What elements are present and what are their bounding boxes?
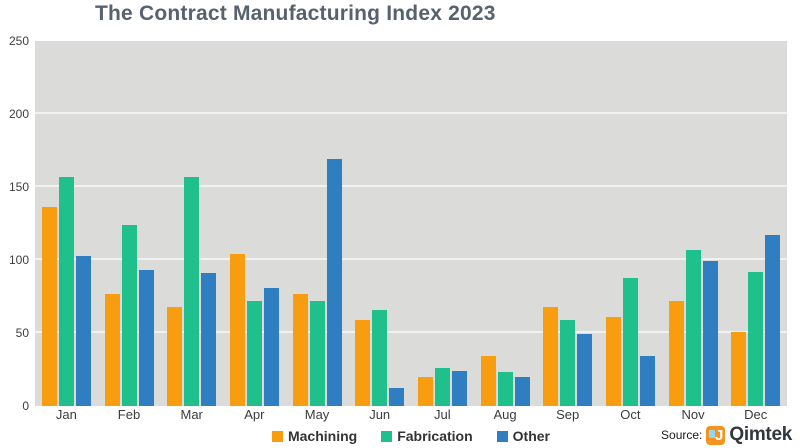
x-axis: Jan Feb Mar Apr May Jun Jul Aug Sep Oct Nov Dec bbox=[35, 407, 787, 422]
y-axis-label: 0 bbox=[22, 399, 29, 413]
bar-machining-feb bbox=[104, 293, 120, 406]
bar-group-jul bbox=[411, 41, 474, 406]
x-axis-label-jan: Jan bbox=[55, 407, 77, 422]
bar-fabrication-jul bbox=[434, 368, 450, 406]
x-axis-label-apr: Apr bbox=[244, 407, 265, 422]
bar-other-jun bbox=[389, 388, 405, 406]
x-axis-label-may: May bbox=[304, 407, 330, 422]
gridline bbox=[35, 258, 787, 260]
x-axis-label-mar: Mar bbox=[180, 407, 203, 422]
legend-label: Other bbox=[512, 428, 551, 444]
legend-item-fabrication: Fabrication bbox=[381, 428, 473, 444]
bar-fabrication-aug bbox=[497, 372, 513, 406]
bar-fabrication-oct bbox=[622, 277, 638, 406]
bar-machining-jun bbox=[355, 319, 371, 406]
qimtek-logo-icon: J bbox=[706, 425, 726, 445]
legend-item-machining: Machining bbox=[271, 428, 358, 444]
legend-swatch-icon bbox=[271, 430, 283, 442]
source-brand: Qimtek bbox=[729, 424, 792, 445]
logo-glyph: J bbox=[715, 426, 724, 444]
bar-machining-may bbox=[292, 293, 308, 406]
bar-machining-mar bbox=[167, 306, 183, 406]
bar-group-jun bbox=[348, 41, 411, 406]
bar-other-jul bbox=[451, 370, 467, 406]
source: Source: J Qimtek bbox=[661, 424, 792, 446]
bar-other-mar bbox=[201, 273, 217, 406]
bar-fabrication-mar bbox=[184, 176, 200, 406]
bar-fabrication-sep bbox=[560, 319, 576, 406]
bar-machining-sep bbox=[543, 306, 559, 406]
bar-groups bbox=[35, 41, 787, 406]
bar-fabrication-dec bbox=[748, 271, 764, 406]
x-axis-label-dec: Dec bbox=[744, 407, 768, 422]
legend-swatch-icon bbox=[496, 430, 508, 442]
bar-machining-dec bbox=[731, 331, 747, 406]
y-axis-label: 200 bbox=[8, 107, 29, 121]
bar-other-aug bbox=[514, 376, 530, 406]
bar-group-mar bbox=[160, 41, 223, 406]
gridline bbox=[35, 112, 787, 114]
x-axis-label-sep: Sep bbox=[556, 407, 580, 422]
bar-other-apr bbox=[263, 287, 279, 406]
bar-fabrication-feb bbox=[121, 224, 137, 406]
bar-machining-nov bbox=[668, 300, 684, 406]
bar-group-jan bbox=[35, 41, 98, 406]
bar-machining-jan bbox=[41, 207, 57, 406]
bar-fabrication-jun bbox=[372, 309, 388, 406]
bar-other-sep bbox=[577, 334, 593, 406]
y-axis-label: 250 bbox=[8, 34, 29, 48]
bar-group-aug bbox=[474, 41, 537, 406]
gridline bbox=[35, 185, 787, 187]
bar-machining-aug bbox=[480, 356, 496, 406]
bar-group-may bbox=[286, 41, 349, 406]
plot-area bbox=[35, 41, 787, 406]
legend: Machining Fabrication Other bbox=[35, 428, 787, 444]
bar-group-feb bbox=[98, 41, 161, 406]
bar-group-nov bbox=[662, 41, 725, 406]
source-label: Source: bbox=[661, 428, 703, 442]
bar-other-jan bbox=[75, 255, 91, 406]
x-axis-label-aug: Aug bbox=[493, 407, 517, 422]
x-axis-label-oct: Oct bbox=[620, 407, 641, 422]
chart-title: The Contract Manufacturing Index 2023 bbox=[95, 2, 496, 25]
bar-other-may bbox=[326, 159, 342, 406]
bar-fabrication-may bbox=[309, 300, 325, 406]
legend-swatch-icon bbox=[381, 430, 393, 442]
bar-other-oct bbox=[639, 356, 655, 406]
legend-label: Fabrication bbox=[397, 428, 473, 444]
x-axis-label-jun: Jun bbox=[369, 407, 391, 422]
gridline bbox=[35, 331, 787, 333]
y-axis-label: 50 bbox=[15, 326, 29, 340]
bar-machining-jul bbox=[417, 376, 433, 406]
bar-fabrication-nov bbox=[685, 249, 701, 406]
legend-label: Machining bbox=[287, 428, 358, 444]
bar-other-feb bbox=[138, 270, 154, 406]
bar-group-sep bbox=[536, 41, 599, 406]
logo-blue-accent bbox=[709, 429, 716, 438]
x-axis-label-jul: Jul bbox=[434, 407, 451, 422]
bar-other-nov bbox=[702, 261, 718, 406]
y-axis-label: 150 bbox=[8, 180, 29, 194]
bar-group-oct bbox=[599, 41, 662, 406]
y-axis-label: 100 bbox=[8, 253, 29, 267]
bar-group-dec bbox=[724, 41, 787, 406]
bar-fabrication-apr bbox=[246, 300, 262, 406]
bar-machining-apr bbox=[229, 254, 245, 406]
bar-other-dec bbox=[765, 235, 781, 406]
x-axis-label-nov: Nov bbox=[681, 407, 705, 422]
x-axis-label-feb: Feb bbox=[117, 407, 141, 422]
bar-group-apr bbox=[223, 41, 286, 406]
legend-item-other: Other bbox=[496, 428, 551, 444]
bar-fabrication-jan bbox=[58, 176, 74, 406]
bar-machining-oct bbox=[605, 316, 621, 406]
y-axis: 0 50 100 150 200 250 bbox=[0, 0, 29, 448]
